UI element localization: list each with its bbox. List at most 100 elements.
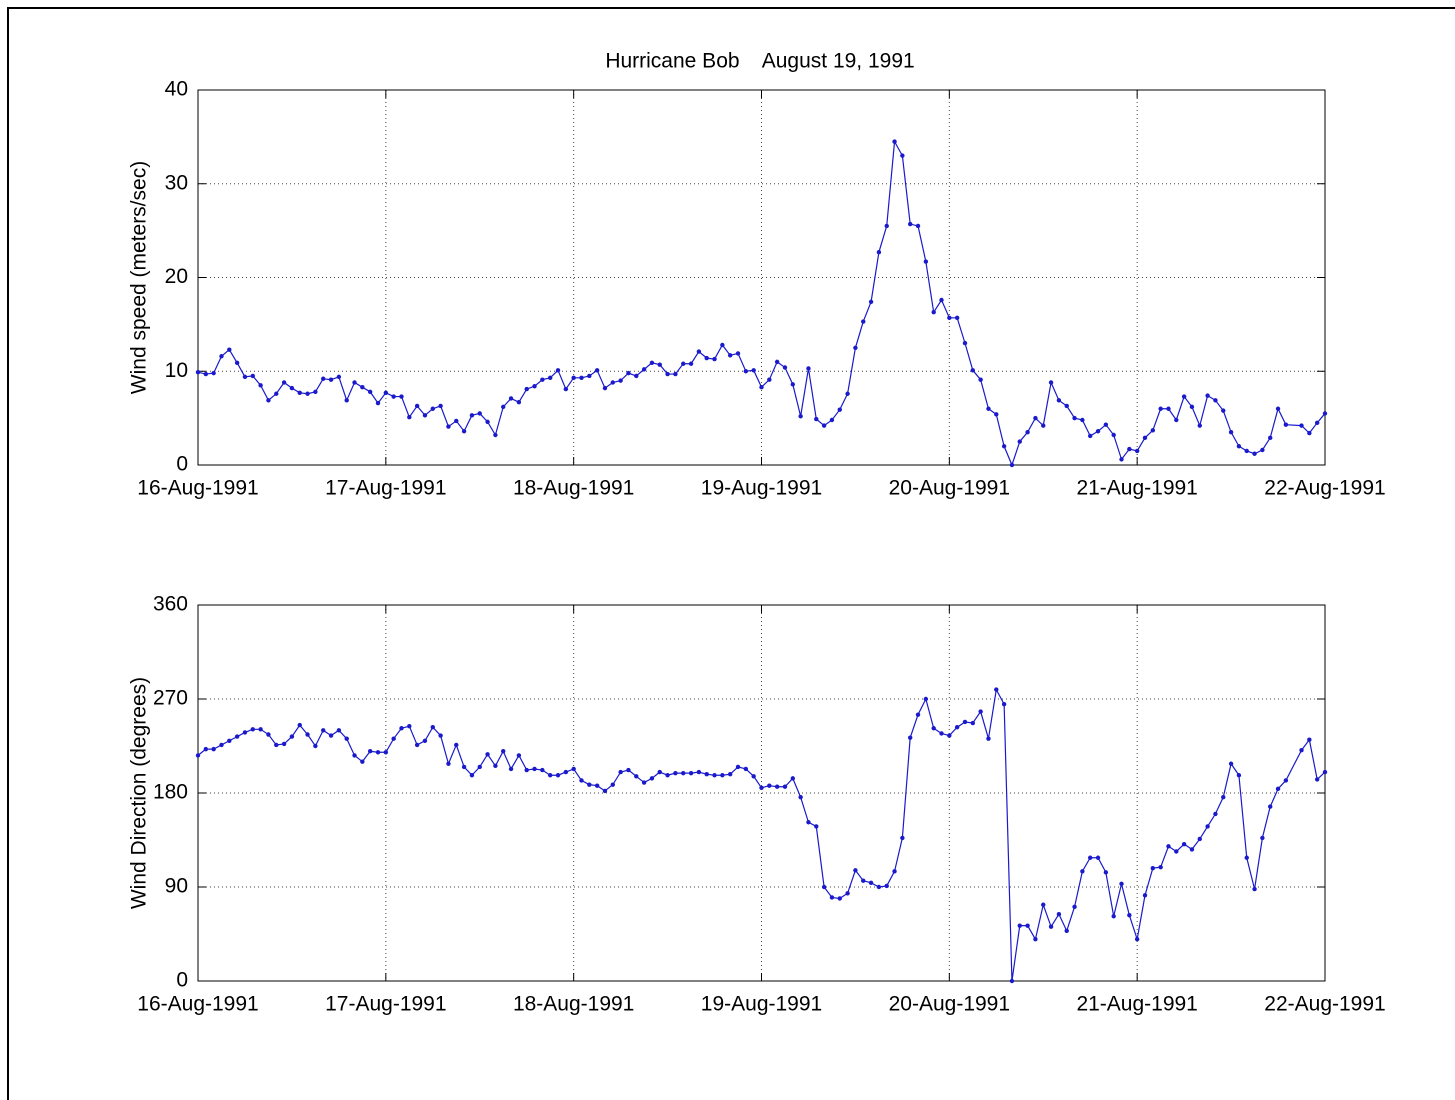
- data-point: [939, 731, 944, 736]
- data-point: [461, 764, 467, 770]
- data-point: [1244, 448, 1249, 454]
- data-point: [641, 780, 647, 785]
- data-point: [563, 386, 569, 392]
- data-point: [1307, 430, 1312, 436]
- data-point: [861, 878, 866, 883]
- data-point: [328, 733, 334, 738]
- data-point: [782, 365, 788, 370]
- data-point: [1322, 769, 1328, 775]
- data-point: [594, 368, 600, 373]
- data-point: [195, 369, 201, 375]
- x-tick-label: 19-Aug-1991: [701, 993, 822, 1016]
- data-point: [790, 776, 796, 781]
- x-tick-label: 22-Aug-1991: [1264, 477, 1385, 500]
- data-point: [673, 770, 678, 776]
- data-point: [524, 386, 529, 392]
- data-point: [626, 370, 631, 376]
- data-point: [391, 736, 396, 741]
- data-point: [1260, 835, 1265, 841]
- data-point: [994, 687, 999, 692]
- y-tick-label: 30: [165, 171, 188, 194]
- data-point: [986, 736, 991, 741]
- data-point: [845, 391, 850, 396]
- data-point: [634, 774, 639, 779]
- data-point: [454, 418, 459, 424]
- data-point: [524, 767, 529, 773]
- data-point: [508, 766, 514, 772]
- axes-frame: [197, 604, 1326, 982]
- data-point: [743, 766, 749, 772]
- data-point: [618, 769, 623, 775]
- data-point: [1228, 429, 1234, 435]
- data-point: [1221, 408, 1226, 413]
- data-point: [1221, 794, 1226, 800]
- data-point: [360, 384, 365, 390]
- data-point: [829, 417, 835, 423]
- y-axis-label: Wind Direction (degrees): [128, 677, 151, 909]
- data-point: [399, 394, 404, 399]
- data-point: [1056, 398, 1062, 403]
- data-point: [986, 406, 991, 411]
- data-point: [211, 370, 216, 376]
- data-point: [266, 398, 271, 403]
- data-point: [1197, 836, 1202, 842]
- data-point: [868, 299, 874, 305]
- data-point: [1072, 904, 1077, 910]
- data-point: [1134, 937, 1140, 942]
- data-point: [344, 736, 349, 741]
- data-point: [626, 767, 631, 773]
- data-point: [399, 726, 404, 731]
- data-point: [1275, 786, 1281, 792]
- data-point: [649, 776, 655, 781]
- y-tick-label: 20: [165, 265, 188, 288]
- data-point: [407, 414, 412, 420]
- data-point: [806, 820, 811, 825]
- data-point: [360, 759, 365, 764]
- data-point: [446, 761, 451, 766]
- data-point: [610, 380, 615, 385]
- data-point: [1009, 462, 1015, 468]
- data-point: [1205, 393, 1210, 398]
- data-point: [657, 362, 662, 367]
- data-point: [837, 896, 842, 901]
- data-point: [430, 725, 435, 730]
- data-point: [1041, 423, 1046, 428]
- data-point: [219, 742, 224, 748]
- data-point: [555, 368, 561, 373]
- data-point: [227, 347, 232, 352]
- data-point: [665, 371, 670, 377]
- data-point: [563, 769, 569, 775]
- data-point: [970, 720, 976, 726]
- data-point: [1072, 415, 1077, 421]
- x-tick-label: 17-Aug-1991: [325, 993, 446, 1016]
- data-point: [305, 391, 310, 396]
- data-point: [1025, 429, 1030, 435]
- x-tick-label: 20-Aug-1991: [889, 993, 1010, 1016]
- data-point: [1236, 773, 1242, 778]
- data-point: [1181, 394, 1187, 399]
- data-point: [892, 139, 897, 144]
- data-point: [1252, 886, 1257, 892]
- data-point: [383, 390, 389, 396]
- data-point: [493, 763, 498, 769]
- data-point: [1174, 849, 1179, 854]
- data-point: [1041, 902, 1046, 907]
- data-point: [485, 419, 490, 425]
- data-point: [313, 389, 318, 395]
- data-point: [994, 412, 999, 417]
- y-tick-label: 0: [176, 969, 188, 992]
- data-point: [1283, 422, 1289, 427]
- x-tick-label: 21-Aug-1991: [1076, 993, 1197, 1016]
- data-point: [461, 429, 467, 434]
- data-point: [978, 377, 983, 382]
- data-point: [853, 868, 858, 873]
- data-point: [1275, 406, 1281, 411]
- data-point: [1314, 420, 1320, 426]
- data-point: [422, 413, 428, 418]
- data-point: [1197, 423, 1202, 428]
- data-point: [767, 377, 772, 382]
- data-point: [281, 380, 287, 385]
- data-point: [1119, 457, 1124, 462]
- data-point: [1103, 870, 1109, 875]
- data-point: [547, 773, 553, 778]
